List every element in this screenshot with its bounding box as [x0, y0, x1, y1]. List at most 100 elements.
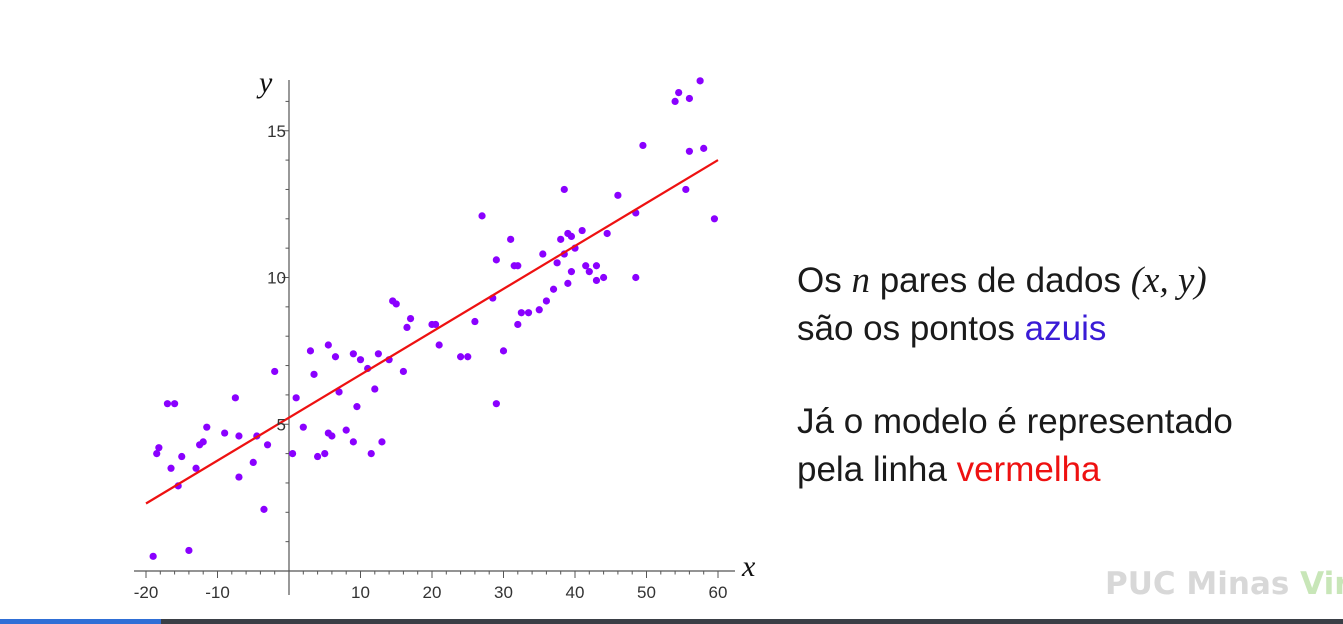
- points-explanation: Os n pares de dados (x, y) são os pontos…: [797, 257, 1207, 353]
- data-point: [392, 300, 400, 308]
- data-point: [335, 388, 343, 396]
- data-point: [499, 347, 508, 355]
- data-point: [356, 356, 365, 364]
- data-point: [306, 347, 315, 355]
- data-point: [700, 144, 708, 152]
- data-point: [403, 323, 411, 331]
- data-point: [271, 367, 279, 376]
- data-point: [235, 432, 243, 440]
- data-point: [167, 464, 175, 472]
- data-point: [378, 438, 386, 446]
- data-point: [471, 317, 479, 326]
- data-point: [349, 350, 357, 358]
- data-point: [603, 229, 611, 238]
- data-point: [288, 450, 297, 458]
- data-point: [374, 350, 382, 358]
- data-point: [464, 353, 472, 361]
- explanation-text: são os pontos: [797, 309, 1015, 348]
- y-tick-label: 10: [267, 269, 286, 288]
- x-tick-label: -10: [205, 583, 230, 602]
- data-point: [149, 552, 157, 560]
- data-point: [163, 400, 172, 408]
- math-n: n: [851, 260, 870, 301]
- data-point: [478, 212, 486, 220]
- data-point: [292, 394, 300, 402]
- data-point: [299, 423, 307, 431]
- data-point: [349, 438, 357, 446]
- data-point: [549, 285, 558, 293]
- data-point: [682, 185, 690, 194]
- puc-minas-watermark: PUC Minas Virt: [1105, 566, 1343, 602]
- data-point: [524, 309, 533, 317]
- data-point: [457, 353, 465, 361]
- data-point: [171, 400, 179, 408]
- data-point: [710, 215, 719, 223]
- data-point: [639, 141, 647, 150]
- data-point: [592, 262, 601, 270]
- data-point: [585, 268, 593, 276]
- data-point: [492, 400, 500, 408]
- data-point: [199, 438, 207, 446]
- data-point: [578, 226, 586, 235]
- data-point: [507, 235, 515, 243]
- explanation-text: pela linha: [797, 450, 947, 489]
- data-point: [231, 394, 239, 402]
- video-progress-bar[interactable]: [0, 619, 1343, 624]
- data-point: [614, 191, 622, 199]
- chart-axes: [134, 80, 735, 595]
- data-point: [235, 473, 243, 481]
- explanation-line-3: Já o modelo é representado: [797, 402, 1233, 441]
- data-point: [685, 147, 694, 155]
- data-point: [185, 546, 193, 555]
- data-point: [203, 423, 211, 431]
- data-point: [353, 403, 361, 411]
- data-point: [249, 458, 257, 467]
- data-point: [367, 450, 375, 458]
- explanation-text: Os: [797, 261, 842, 300]
- data-point: [342, 426, 350, 434]
- data-point: [675, 88, 683, 97]
- y-tick-label: 15: [267, 122, 286, 141]
- data-point: [535, 306, 543, 314]
- x-tick-label: 60: [709, 583, 728, 602]
- x-tick-label: 40: [566, 583, 585, 602]
- data-point: [564, 279, 572, 287]
- blue-highlight: azuis: [1024, 309, 1107, 348]
- data-point: [582, 262, 590, 270]
- data-point: [371, 385, 379, 393]
- data-point: [435, 341, 443, 349]
- data-point: [560, 185, 568, 194]
- data-point: [221, 429, 229, 437]
- data-point: [155, 444, 163, 452]
- data-point: [514, 262, 522, 270]
- explanation-line-4: pela linha vermelha: [797, 446, 1233, 494]
- x-tick-label: 30: [494, 583, 513, 602]
- data-point: [406, 314, 415, 323]
- data-point: [192, 464, 200, 472]
- explanation-line-2: são os pontos azuis: [797, 305, 1207, 353]
- explanation-text: pares de dados: [879, 261, 1121, 300]
- data-point: [539, 250, 547, 258]
- watermark-accent-text: Virt: [1300, 566, 1343, 602]
- watermark-text: PUC Minas: [1105, 566, 1290, 602]
- data-point: [671, 97, 679, 105]
- data-point: [310, 370, 318, 378]
- scatter-chart: -20 -10 10 20 30 40 50 60 5 10 15 x y: [134, 66, 756, 602]
- data-point: [153, 450, 161, 458]
- data-point: [178, 452, 186, 461]
- y-axis-label: y: [256, 66, 273, 99]
- data-point: [431, 320, 440, 329]
- regression-line: [145, 159, 719, 505]
- data-point: [557, 235, 565, 243]
- math-xy: (x, y): [1130, 260, 1207, 301]
- data-point: [321, 450, 329, 458]
- x-axis-label: x: [741, 550, 756, 583]
- x-tick-label: 50: [637, 583, 656, 602]
- data-point: [567, 268, 576, 276]
- x-tick-label: 10: [351, 583, 370, 602]
- data-point: [542, 297, 551, 305]
- x-tick-label: -20: [134, 583, 159, 602]
- data-point: [567, 232, 576, 241]
- data-point: [685, 94, 694, 103]
- data-point: [514, 320, 522, 329]
